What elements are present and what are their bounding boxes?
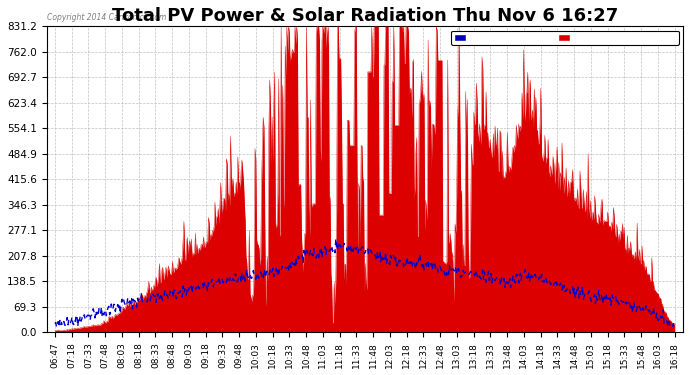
Text: Copyright 2014 Cartronics.com: Copyright 2014 Cartronics.com: [46, 13, 166, 22]
Title: Total PV Power & Solar Radiation Thu Nov 6 16:27: Total PV Power & Solar Radiation Thu Nov…: [112, 7, 618, 25]
Legend: Radiation  (w/m2), PV Panels  (DC Watts): Radiation (w/m2), PV Panels (DC Watts): [451, 31, 679, 45]
